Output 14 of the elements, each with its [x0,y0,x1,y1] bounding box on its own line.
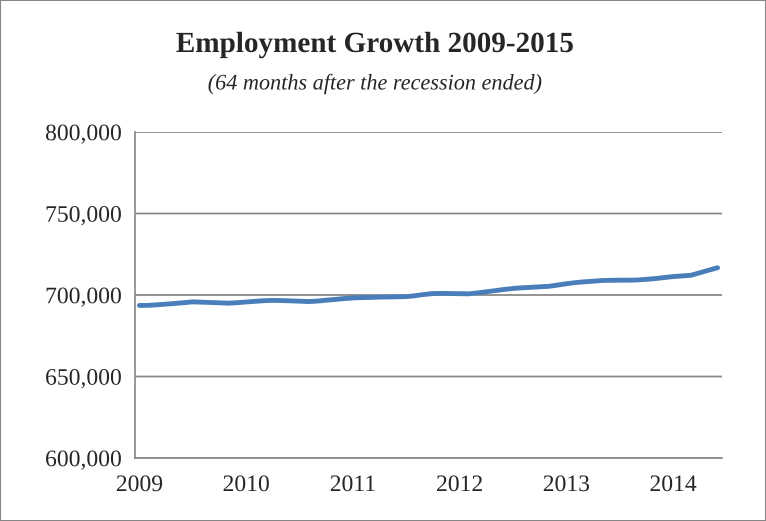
x-tick-label: 2014 [650,475,696,492]
x-tick-label: 2013 [544,475,590,492]
y-tick-label: 800,000 [46,124,121,144]
chart-title: Employment Growth 2009-2015 [176,32,573,58]
y-tick-label: 750,000 [46,206,121,226]
chart-subtitle: (64 months after the recession ended) [208,74,542,94]
x-tick-label: 2012 [437,475,482,492]
x-tick-label: 2010 [224,475,269,492]
line-series [137,265,720,308]
x-tick-label: 2009 [116,475,162,492]
y-tick-label: 650,000 [46,368,121,388]
x-tick-label: 2011 [330,475,375,492]
y-tick-label: 600,000 [46,450,121,470]
y-tick-label: 700,000 [46,287,121,307]
